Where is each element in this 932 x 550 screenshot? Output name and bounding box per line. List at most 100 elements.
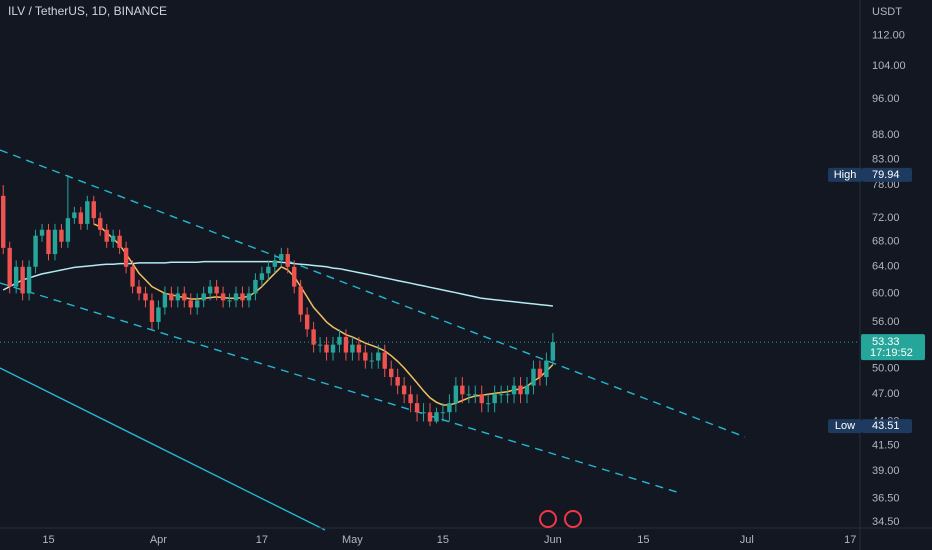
candle-body	[182, 293, 187, 301]
candle-body	[518, 385, 523, 395]
y-tick-label: 83.00	[872, 153, 900, 165]
x-tick-label: Jun	[544, 534, 562, 546]
y-tick-label: 78.00	[872, 179, 900, 191]
candle-body	[110, 235, 116, 242]
candle-body	[414, 403, 420, 413]
candle-body	[447, 403, 452, 413]
y-tick-label: 112.00	[872, 30, 905, 42]
symbol-title: ILV / TetherUS, 1D, BINANCE	[8, 4, 167, 18]
candle-body	[117, 235, 122, 248]
y-tick-label: 50.00	[872, 363, 900, 375]
candles	[1, 174, 556, 427]
y-tick-label: 34.50	[872, 516, 900, 528]
moving-average	[2, 260, 553, 307]
candle-body	[1, 195, 6, 248]
candle-body	[175, 293, 181, 301]
candle-body	[195, 300, 200, 308]
x-tick-label: 15	[42, 534, 54, 546]
y-tick-label: 60.00	[872, 287, 900, 299]
y-tick-label: 104.00	[872, 60, 906, 72]
candle-body	[201, 293, 206, 301]
x-tick-label: Apr	[150, 534, 167, 546]
candle-body	[304, 314, 310, 330]
candle-body	[343, 336, 349, 353]
candle-body	[285, 254, 290, 267]
candle-body	[498, 394, 504, 396]
low-value: 43.51	[872, 420, 900, 432]
candle-body	[363, 352, 368, 361]
candle-body	[246, 293, 252, 301]
channel-bottom	[0, 282, 681, 494]
y-tick-label: 88.00	[872, 129, 900, 141]
y-tick-label: 41.50	[872, 440, 900, 452]
y-tick-label: 56.00	[872, 316, 900, 328]
candle-body	[188, 300, 193, 308]
candle-body	[259, 273, 265, 280]
high-value: 79.94	[872, 169, 900, 181]
countdown: 17:19:52	[870, 347, 913, 359]
candle-body	[33, 235, 38, 267]
candle-body	[279, 254, 284, 261]
last-price-box	[861, 334, 925, 361]
candle-body	[266, 266, 271, 274]
candle-body	[479, 394, 484, 404]
candle-body	[220, 293, 226, 301]
candle-body	[7, 247, 12, 287]
candle-body	[65, 218, 71, 242]
y-tick-label: 47.00	[872, 388, 900, 400]
candle-body	[317, 344, 323, 346]
x-tick-label: May	[342, 534, 363, 546]
candle-body	[26, 266, 32, 294]
drawings	[0, 149, 746, 494]
candle-body	[162, 293, 168, 308]
y-tick-label: 72.00	[872, 212, 900, 224]
candle-body	[440, 412, 446, 414]
high-tag: High	[834, 169, 857, 181]
candle-body	[20, 266, 25, 294]
candle-body	[272, 260, 278, 267]
candle-body	[453, 385, 459, 404]
channel-top	[0, 149, 746, 438]
candle-body	[421, 412, 426, 414]
candle-body	[298, 286, 303, 315]
candle-body	[78, 212, 84, 224]
y-tick-label: 36.50	[872, 493, 900, 505]
low-value-box	[862, 419, 912, 434]
candle-body	[13, 266, 19, 287]
candle-body	[240, 293, 245, 301]
event-icon[interactable]	[539, 510, 557, 528]
candle-body	[123, 247, 129, 267]
candle-body	[52, 229, 58, 255]
candle-body	[408, 394, 413, 404]
candle-body	[550, 342, 556, 361]
candle-body	[427, 412, 433, 422]
event-icon[interactable]	[564, 510, 582, 528]
candle-body	[376, 352, 381, 361]
y-tick-label: 64.00	[872, 261, 900, 273]
candle-body	[227, 300, 232, 302]
candle-body	[401, 385, 407, 395]
candle-body	[104, 229, 109, 242]
last-price: 53.33	[872, 336, 900, 348]
event-icons[interactable]	[539, 510, 582, 528]
candle-body	[253, 279, 258, 294]
x-tick-label: 15	[637, 534, 649, 546]
candle-body	[369, 360, 375, 362]
candle-body	[531, 368, 536, 386]
candle-body	[544, 360, 549, 378]
low-tag: Low	[835, 420, 855, 432]
candle-body	[485, 403, 491, 405]
x-tick-label: 17	[256, 534, 268, 546]
candle-body	[143, 293, 148, 301]
candle-body	[214, 286, 219, 294]
candle-body	[356, 344, 362, 353]
candle-body	[537, 368, 543, 378]
candle-body	[169, 293, 174, 301]
candle-body	[330, 344, 336, 353]
candle-body	[292, 266, 297, 287]
candle-body	[72, 212, 77, 219]
candle-body	[91, 201, 96, 219]
candle-body	[524, 385, 530, 395]
y-tick-label: 96.00	[872, 93, 900, 105]
